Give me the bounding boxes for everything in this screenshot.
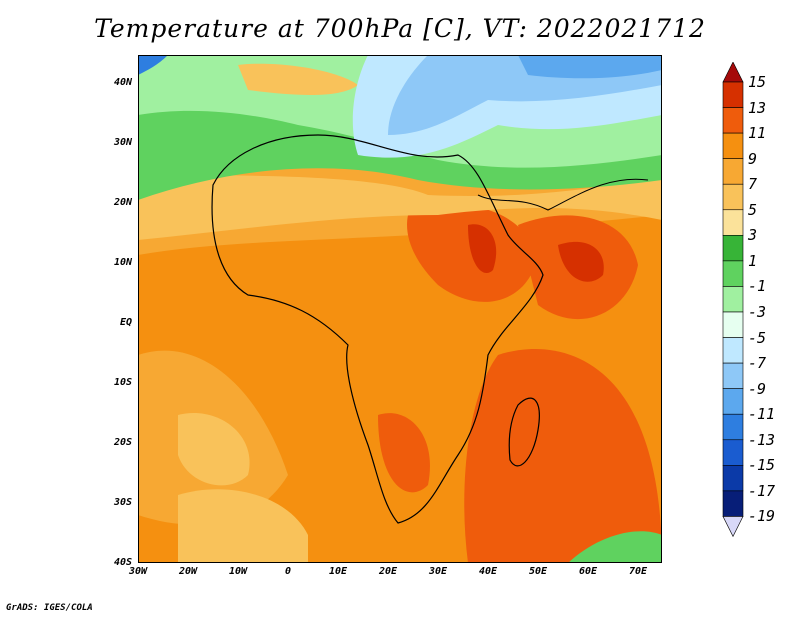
colorbar-segment (722, 490, 744, 517)
lat-tick-label: 40N (113, 77, 132, 88)
colorbar-tick-label: -13 (748, 430, 776, 449)
colorbar-tick-label: 3 (748, 226, 758, 245)
colorbar-segment (722, 337, 744, 364)
temperature-map (138, 55, 662, 563)
colorbar-tick-label: 11 (748, 124, 767, 143)
africa-outline (211, 134, 544, 524)
lat-tick-label: 40S (113, 557, 132, 568)
lon-tick-label: 0 (284, 566, 292, 577)
caucasus-coldest (518, 55, 662, 79)
lon-tick-label: 30W (128, 566, 148, 577)
lon-tick-label: 60E (578, 566, 598, 577)
colorbar-segment (722, 158, 744, 185)
lat-tick-label: 10S (113, 377, 132, 388)
lat-tick-label: 20S (113, 437, 132, 448)
south-atlantic-yellow (178, 489, 308, 563)
colorbar-tick-label: -3 (748, 303, 767, 321)
southern-africa-warm (378, 413, 430, 493)
colorbar-segment (722, 235, 744, 262)
colorbar-segment (722, 286, 744, 313)
colorbar-tick-label: 13 (748, 98, 767, 117)
colorbar-bottom-arrow (722, 516, 744, 538)
maghreb-yellow (238, 63, 358, 95)
colorbar-segment (722, 362, 744, 389)
colorbar-top-arrow (722, 62, 744, 83)
arabia-outline (477, 178, 649, 211)
colorbar-segment (722, 183, 744, 211)
lon-tick-label: 10E (328, 566, 348, 577)
lon-tick-label: 10W (228, 566, 248, 577)
south-green-patch (568, 531, 662, 563)
lat-tick-label: 30S (113, 497, 132, 508)
colorbar-segment (722, 413, 744, 441)
plot-frame (138, 55, 662, 563)
lon-tick-label: 40E (478, 566, 498, 577)
colorbar-segment (722, 311, 744, 338)
northwest-cold-corner (138, 55, 168, 75)
arabian-max (558, 241, 604, 282)
atlantic-yellow-region (178, 413, 250, 486)
sahara-yellow (138, 175, 662, 240)
lat-tick-label: 10N (113, 257, 132, 268)
colorbar-tick-label: -11 (748, 405, 776, 424)
colorbar-segment (722, 209, 744, 236)
colorbar-tick-label: -9 (748, 379, 767, 398)
lat-tick-label: EQ (119, 317, 132, 328)
lon-tick-label: 20E (378, 566, 398, 577)
lon-tick-label: 20W (178, 566, 198, 577)
lon-tick-label: 70E (628, 566, 648, 577)
lat-tick-label: 20N (113, 197, 132, 208)
colorbar-tick-label: -5 (748, 328, 767, 347)
colorbar-tick-label: 5 (748, 200, 758, 219)
colorbar-tick-label: 7 (748, 175, 758, 194)
footer-credit: GrADS: IGES/COLA (6, 603, 93, 613)
lon-tick-label: 30E (428, 566, 448, 577)
indian-ocean-warm (464, 348, 662, 563)
ethiopia-max (468, 224, 497, 273)
lon-tick-label: 50E (528, 566, 548, 577)
map-title: Temperature at 700hPa [C], VT: 202202171… (94, 14, 706, 43)
madagascar-outline (508, 397, 540, 467)
colorbar-tick-label: -19 (748, 507, 776, 526)
colorbar-segment (722, 132, 744, 159)
colorbar-tick-label: -17 (748, 481, 776, 500)
colorbar-segment (722, 388, 744, 415)
colorbar-tick-label: -7 (748, 354, 767, 373)
colorbar-tick-label: 15 (748, 73, 767, 91)
colorbar-segment (722, 81, 744, 108)
colorbar-segment (722, 260, 744, 287)
colorbar-tick-label: 1 (748, 251, 758, 270)
colorbar-tick-label: -1 (748, 277, 767, 296)
colorbar (722, 62, 744, 538)
colorbar-segment (722, 465, 744, 492)
colorbar-segment (722, 107, 744, 134)
colorbar-segment (722, 439, 744, 466)
colorbar-tick-label: 9 (748, 149, 758, 168)
colorbar-tick-label: -15 (748, 456, 776, 475)
lat-tick-label: 30N (113, 137, 132, 148)
